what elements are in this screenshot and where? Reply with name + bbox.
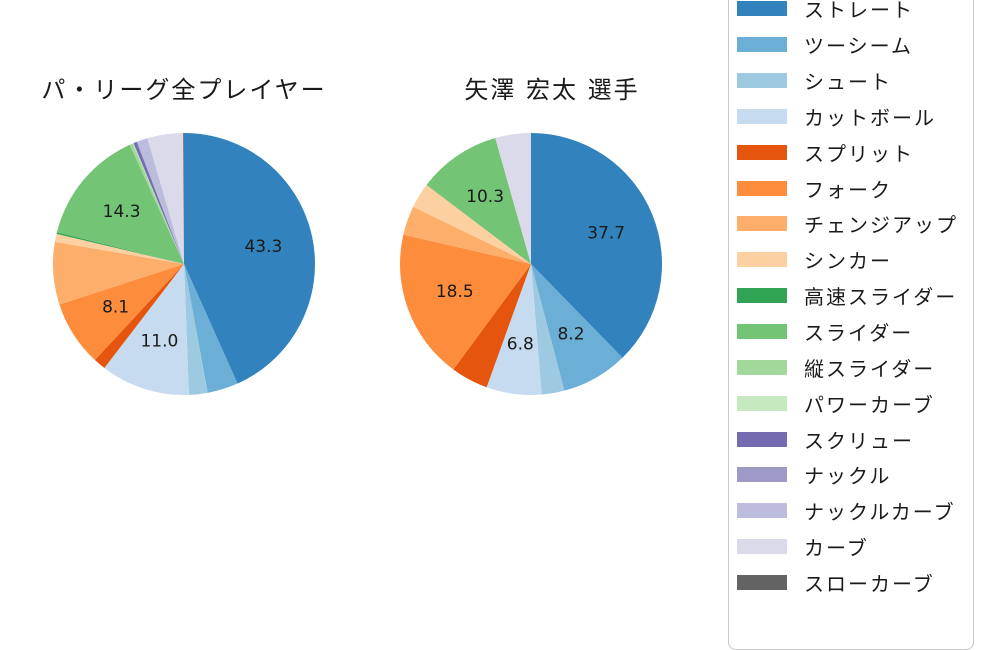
legend-swatch: [737, 180, 787, 196]
legend-item: フォーク: [729, 170, 973, 206]
legend-label: スクリュー: [804, 428, 914, 453]
pie-slice: [184, 133, 315, 384]
legend-item: スクリュー: [729, 421, 973, 457]
pie-slice-label: 37.7: [587, 223, 625, 243]
pie-slice: [495, 133, 531, 264]
legend-swatch: [737, 144, 787, 160]
pie-slice: [184, 264, 238, 393]
pie-slice: [59, 264, 184, 361]
pie-slice: [56, 232, 184, 264]
legend-label: ナックルカーブ: [804, 500, 956, 525]
pie-slice-label: 18.5: [436, 282, 474, 302]
legend-item: スライダー: [729, 314, 973, 350]
pie-slice: [136, 141, 184, 264]
pie-slice-label: 43.3: [244, 237, 282, 257]
legend-swatch: [737, 503, 787, 519]
legend-label: ナックル: [804, 464, 892, 489]
legend-swatch: [737, 324, 787, 340]
pie-slice: [531, 133, 663, 358]
legend-swatch: [737, 252, 787, 268]
pie-slice: [453, 264, 531, 388]
legend-item: ツーシーム: [729, 27, 973, 63]
pie-slice: [531, 264, 623, 391]
legend-item: シュート: [729, 63, 973, 99]
legend-label: シュート: [804, 70, 892, 95]
pie-slice: [133, 141, 184, 264]
pie-slice: [413, 185, 531, 264]
legend-label: スプリット: [804, 141, 914, 166]
pie-slice: [183, 132, 184, 264]
pie-slice: [403, 206, 531, 264]
legend-swatch: [737, 431, 787, 447]
pie-slice-label: 8.1: [102, 298, 129, 318]
pie-slice: [426, 137, 531, 264]
chart-title-league: パ・リーグ全プレイヤー: [41, 76, 327, 104]
pie-slice: [56, 144, 184, 264]
pie-slice-label: 8.2: [557, 325, 584, 345]
legend-label: カットボール: [804, 105, 936, 130]
legend-swatch: [737, 395, 787, 411]
legend-swatch: [737, 216, 787, 232]
legend-item: ストレート: [729, 0, 973, 27]
pie-chart-player: 37.7 8.2 6.8 18.5 10.3: [400, 133, 663, 395]
pie-slice-label: 14.3: [103, 202, 141, 222]
legend-label: スローカーブ: [804, 571, 935, 596]
legend: ストレートツーシームシュートカットボール スプリットフォークチェンジアップ シンカー…: [728, 0, 974, 650]
legend-item: 縦スライダー: [729, 349, 973, 385]
legend-label: カーブ: [804, 536, 869, 561]
pie-slice: [147, 133, 184, 264]
pie-chart-league: 43.3 11.0 8.1 14.3: [52, 132, 315, 396]
pie-slice: [137, 138, 184, 264]
legend-swatch: [737, 574, 787, 590]
legend-label: シンカー: [804, 249, 892, 274]
chart-title-player: 矢澤 宏太 選手: [464, 76, 640, 104]
legend-item: シンカー: [729, 242, 973, 278]
legend-label: スライダー: [804, 321, 914, 346]
legend-swatch: [737, 288, 787, 304]
pie-slice-label: 10.3: [466, 187, 504, 207]
legend-swatch: [737, 1, 787, 17]
legend-item: カーブ: [729, 529, 973, 565]
pie-slice: [531, 264, 565, 395]
legend-label: パワーカーブ: [804, 392, 935, 417]
pie-slice: [132, 143, 184, 264]
legend-item: ナックル: [729, 457, 973, 493]
legend-label: 高速スライダー: [804, 285, 958, 310]
legend-item: カットボール: [729, 99, 973, 135]
pie-slice: [52, 241, 185, 305]
legend-label: ストレート: [804, 0, 914, 23]
legend-swatch: [737, 539, 787, 555]
legend-swatch: [737, 467, 787, 483]
legend-swatch: [737, 37, 787, 53]
pie-slice-label: 11.0: [140, 331, 178, 351]
pie-slice: [184, 264, 208, 395]
pie-slice: [400, 234, 531, 370]
legend-item: 高速スライダー: [729, 278, 973, 314]
pie-slice: [129, 143, 184, 264]
legend-item: スローカーブ: [729, 565, 973, 601]
legend-swatch: [737, 359, 787, 375]
pie-slice: [54, 233, 184, 264]
pie-slice: [486, 264, 542, 395]
legend-item: スプリット: [729, 134, 973, 170]
legend-label: フォーク: [804, 177, 892, 202]
pie-slice: [94, 264, 184, 369]
legend-label: ツーシーム: [804, 34, 913, 59]
legend-swatch: [737, 108, 787, 124]
legend-item: パワーカーブ: [729, 385, 973, 421]
legend-item: チェンジアップ: [729, 206, 973, 242]
pie-slice-label: 6.8: [507, 335, 534, 355]
legend-swatch: [737, 73, 787, 89]
pie-slice: [104, 264, 189, 396]
legend-item: ナックルカーブ: [729, 493, 973, 529]
legend-label: チェンジアップ: [804, 213, 958, 238]
legend-label: 縦スライダー: [804, 356, 936, 381]
